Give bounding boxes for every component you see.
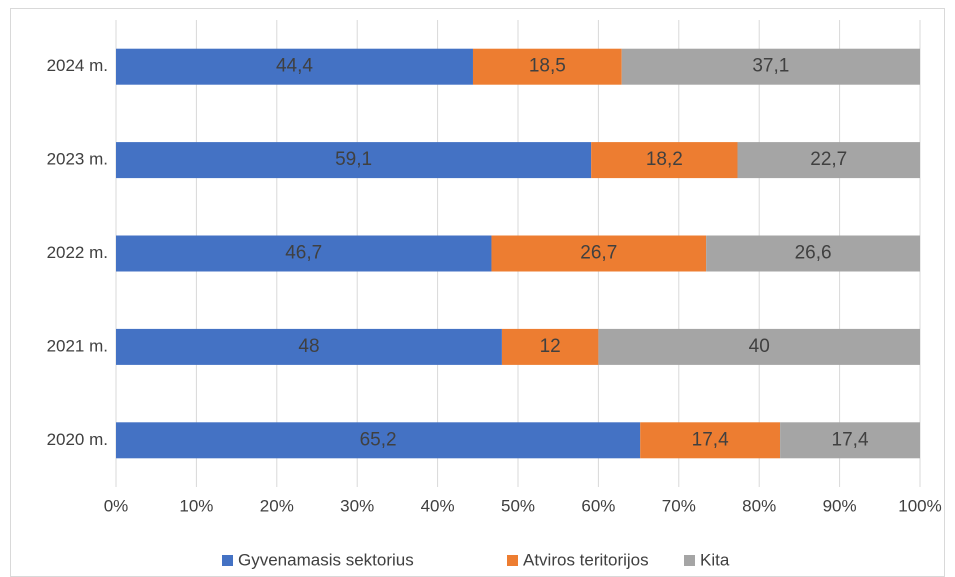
- y-tick-label: 2022 m.: [47, 243, 108, 262]
- x-tick-label: 100%: [898, 496, 941, 515]
- data-label: 26,7: [580, 243, 617, 264]
- x-tick-label: 80%: [742, 496, 776, 515]
- x-tick-label: 50%: [501, 496, 535, 515]
- x-tick-label: 10%: [179, 496, 213, 515]
- legend-label: Gyvenamasis sektorius: [238, 550, 414, 569]
- data-label: 44,4: [276, 56, 313, 77]
- x-tick-label: 70%: [662, 496, 696, 515]
- bar-segment: [491, 235, 707, 272]
- data-label: 40: [749, 336, 770, 357]
- x-tick-label: 20%: [260, 496, 294, 515]
- y-tick-label: 2024 m.: [47, 56, 108, 75]
- bar-segment: [116, 48, 473, 85]
- data-label: 18,2: [646, 149, 683, 170]
- y-tick-label: 2021 m.: [47, 336, 108, 355]
- data-label: 65,2: [360, 429, 397, 450]
- x-tick-label: 30%: [340, 496, 374, 515]
- x-tick-label: 90%: [823, 496, 857, 515]
- data-label: 46,7: [285, 243, 322, 264]
- bar-segment: [598, 328, 920, 365]
- data-label: 37,1: [752, 56, 789, 77]
- bar-segment: [737, 142, 920, 179]
- legend-swatch: [507, 555, 518, 566]
- bar-segment: [706, 235, 920, 272]
- bar-segment: [116, 328, 502, 365]
- legend-swatch: [222, 555, 233, 566]
- x-tick-label: 40%: [421, 496, 455, 515]
- legend-swatch: [684, 555, 695, 566]
- y-tick-label: 2023 m.: [47, 150, 108, 169]
- legend-label: Kita: [700, 550, 730, 569]
- bar-segment: [501, 328, 599, 365]
- data-label: 12: [540, 336, 561, 357]
- bar-segment: [591, 142, 738, 179]
- data-label: 59,1: [335, 149, 372, 170]
- y-tick-label: 2020 m.: [47, 430, 108, 449]
- x-tick-label: 60%: [581, 496, 615, 515]
- bar-segment: [116, 422, 641, 459]
- chart-border: [10, 8, 945, 577]
- data-label: 18,5: [529, 56, 566, 77]
- bar-segment: [621, 48, 920, 85]
- bar-segment: [640, 422, 781, 459]
- bar-segment: [116, 235, 492, 272]
- legend-label: Atviros teritorijos: [523, 550, 649, 569]
- data-label: 48: [298, 336, 319, 357]
- data-label: 22,7: [810, 149, 847, 170]
- x-tick-label: 0%: [104, 496, 129, 515]
- bar-segment: [780, 422, 920, 459]
- bar-segment: [116, 142, 592, 179]
- data-label: 17,4: [832, 429, 869, 450]
- bar-segment: [472, 48, 622, 85]
- data-label: 17,4: [692, 429, 729, 450]
- data-label: 26,6: [795, 243, 832, 264]
